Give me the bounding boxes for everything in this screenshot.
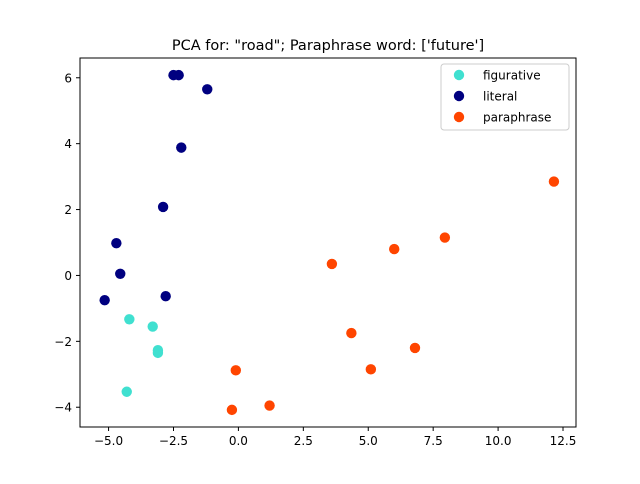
y-tick-label: 4 [64,137,72,151]
data-point-figurative [121,386,132,397]
chart-legend: figurative literal paraphrase [440,63,570,131]
series-figurative [121,314,164,397]
x-tick-label: −5.0 [94,434,123,448]
data-point-paraphrase [439,232,451,243]
x-tick-label: 2.5 [294,434,313,448]
data-point-figurative [147,321,158,332]
data-point-paraphrase [409,342,421,354]
x-tick-label: 5.0 [359,434,378,448]
data-point-paraphrase [389,243,400,255]
data-point-literal [99,294,110,306]
legend-label-literal: literal [483,90,517,104]
series-literal [99,69,213,306]
y-tick-label: 2 [64,203,72,217]
data-point-paraphrase [230,365,242,376]
data-point-paraphrase [365,364,377,375]
data-point-literal [115,268,126,279]
y-tick-label: −4 [54,401,72,415]
legend-marker-literal [453,90,465,102]
chart-marks [99,69,560,416]
data-point-literal [157,201,169,213]
chart-title: PCA for: "road"; Paraphrase word: ['futu… [172,38,484,54]
data-point-literal [111,237,122,249]
y-tick-label: 0 [64,269,72,283]
data-point-paraphrase [346,327,357,339]
data-point-literal [173,69,184,81]
plot-frame [79,57,577,428]
data-point-paraphrase [226,404,238,416]
data-point-paraphrase [548,176,560,187]
legend-marker-figurative [453,69,465,81]
data-point-paraphrase [264,400,275,411]
legend-label-figurative: figurative [483,69,541,83]
data-point-figurative [124,314,135,325]
series-paraphrase [226,176,560,416]
data-point-paraphrase [326,258,338,270]
data-point-figurative [152,347,164,359]
y-tick-label: 6 [64,71,72,85]
legend-box [440,63,570,131]
x-tick-label: 7.5 [424,434,443,448]
x-tick-label: 0.0 [229,434,248,448]
data-point-literal [202,84,213,95]
y-tick-label: −2 [54,335,72,349]
x-tick-label: −2.5 [159,434,188,448]
data-point-literal [176,142,187,153]
legend-marker-paraphrase [453,111,465,123]
x-tick-label: 12.5 [550,434,577,448]
legend-label-paraphrase: paraphrase [483,111,551,125]
data-point-literal [160,291,171,302]
x-tick-label: 10.0 [485,434,512,448]
chart-axes: −5.0 −2.5 0.0 2.5 5.0 7.5 10.0 12.5 −4 −2 0 2 4 6 [54,57,577,448]
